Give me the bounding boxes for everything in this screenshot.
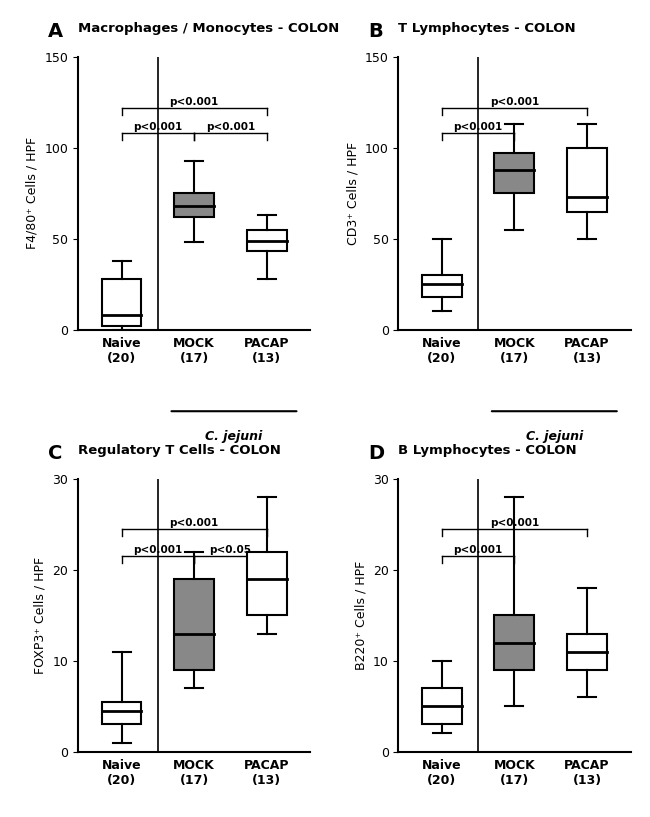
Text: p<0.001: p<0.001: [205, 122, 255, 132]
Bar: [101, 279, 142, 326]
Bar: [174, 194, 214, 217]
Text: p<0.001: p<0.001: [133, 122, 183, 132]
Text: p<0.001: p<0.001: [490, 518, 539, 528]
Bar: [246, 552, 287, 615]
Bar: [246, 230, 287, 252]
Text: p<0.001: p<0.001: [454, 545, 503, 555]
Y-axis label: B220⁺ Cells / HPF: B220⁺ Cells / HPF: [354, 560, 367, 670]
Y-axis label: FOXP3⁺ Cells / HPF: FOXP3⁺ Cells / HPF: [34, 557, 47, 674]
Text: A: A: [48, 22, 63, 41]
Bar: [174, 579, 214, 670]
Text: B: B: [368, 22, 383, 41]
Bar: [567, 148, 607, 212]
Text: C: C: [48, 444, 62, 463]
Y-axis label: CD3⁺ Cells / HPF: CD3⁺ Cells / HPF: [346, 142, 359, 245]
Text: p<0.001: p<0.001: [454, 122, 503, 132]
Text: p<0.001: p<0.001: [490, 96, 539, 107]
Text: Macrophages / Monocytes - COLON: Macrophages / Monocytes - COLON: [78, 22, 339, 35]
Bar: [495, 615, 534, 670]
Text: Regulatory T Cells - COLON: Regulatory T Cells - COLON: [78, 444, 281, 457]
Bar: [567, 634, 607, 670]
Text: D: D: [368, 444, 384, 463]
Y-axis label: F4/80⁺ Cells / HPF: F4/80⁺ Cells / HPF: [26, 137, 39, 249]
Bar: [422, 275, 462, 297]
Bar: [101, 702, 142, 725]
Text: p<0.001: p<0.001: [133, 545, 183, 555]
Bar: [495, 154, 534, 194]
Bar: [422, 688, 462, 725]
Text: p<0.001: p<0.001: [170, 96, 218, 107]
Text: p<0.05: p<0.05: [209, 545, 252, 555]
Text: B Lymphocytes - COLON: B Lymphocytes - COLON: [398, 444, 577, 457]
Text: C. jejuni: C. jejuni: [526, 431, 583, 444]
Text: C. jejuni: C. jejuni: [205, 431, 263, 444]
Text: p<0.001: p<0.001: [170, 518, 218, 528]
Text: T Lymphocytes - COLON: T Lymphocytes - COLON: [398, 22, 576, 35]
